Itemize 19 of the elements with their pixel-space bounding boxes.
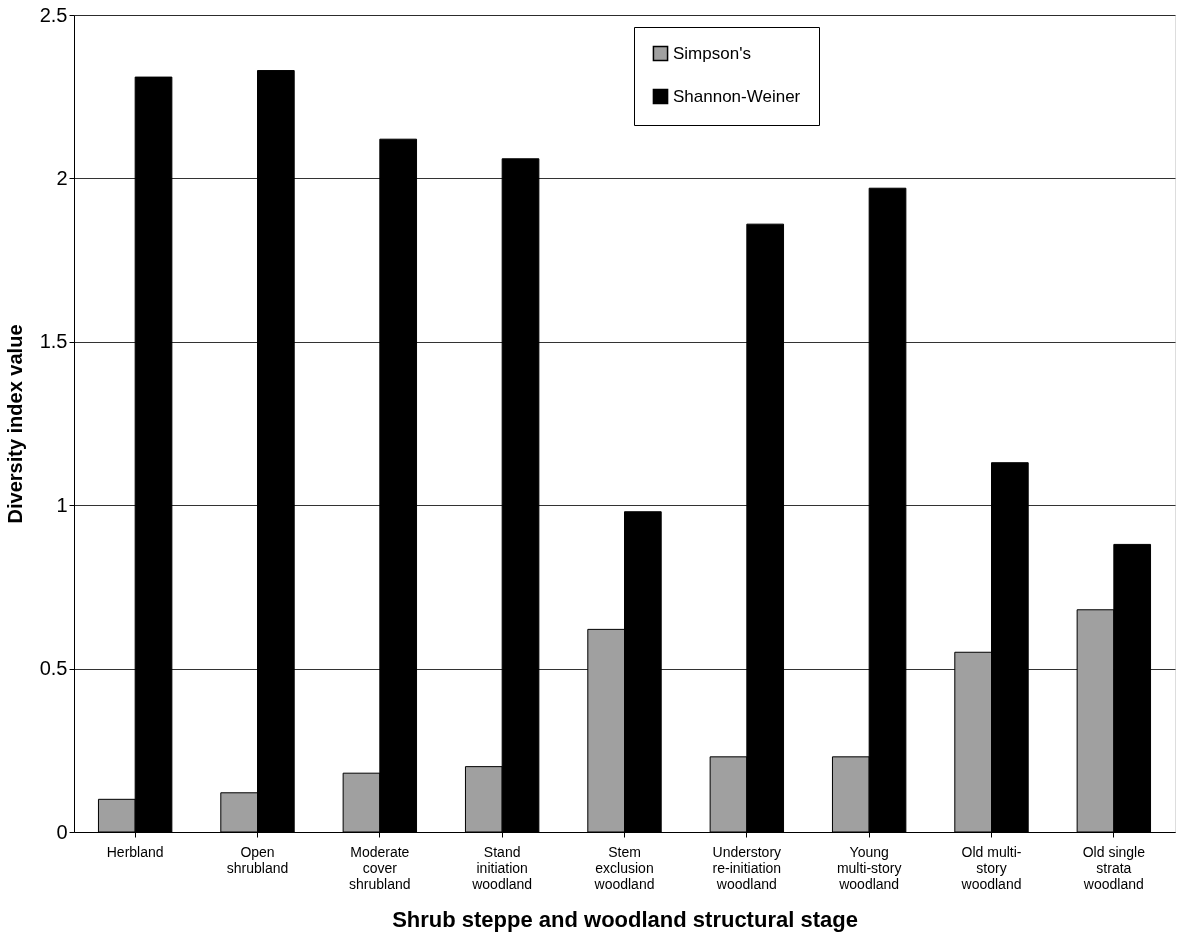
y-tick-label: 1 [56,493,68,516]
x-tick-label: Old multi- story woodland [960,843,1022,892]
x-tick-label: Stand initiation woodland [471,843,533,892]
x-tick-label: Stem exclusion woodland [593,843,655,892]
x-tick-label: Understory re-initiation woodland [712,843,782,892]
x-axis-title: Shrub steppe and woodland structural stage [392,906,858,932]
y-tick-label: 0.5 [39,657,68,680]
y-tick-label: 2 [56,166,68,189]
legend-label: Simpson's [673,43,751,63]
legend-label: Shannon-Weiner [673,86,801,106]
y-axis-title: Diversity index value [3,324,26,524]
y-tick-label: 1.5 [39,330,68,353]
x-tick-label: Open shrubland [226,843,289,876]
x-tick-label: Young multi-story woodland [836,843,902,892]
x-tick-label: Moderate cover shrubland [349,843,411,892]
x-tick-label: Herbland [106,843,164,860]
y-tick-label: 2.5 [39,3,68,26]
x-tick-label: Old single strata woodland [1082,843,1146,892]
y-tick-label: 0 [56,820,68,843]
